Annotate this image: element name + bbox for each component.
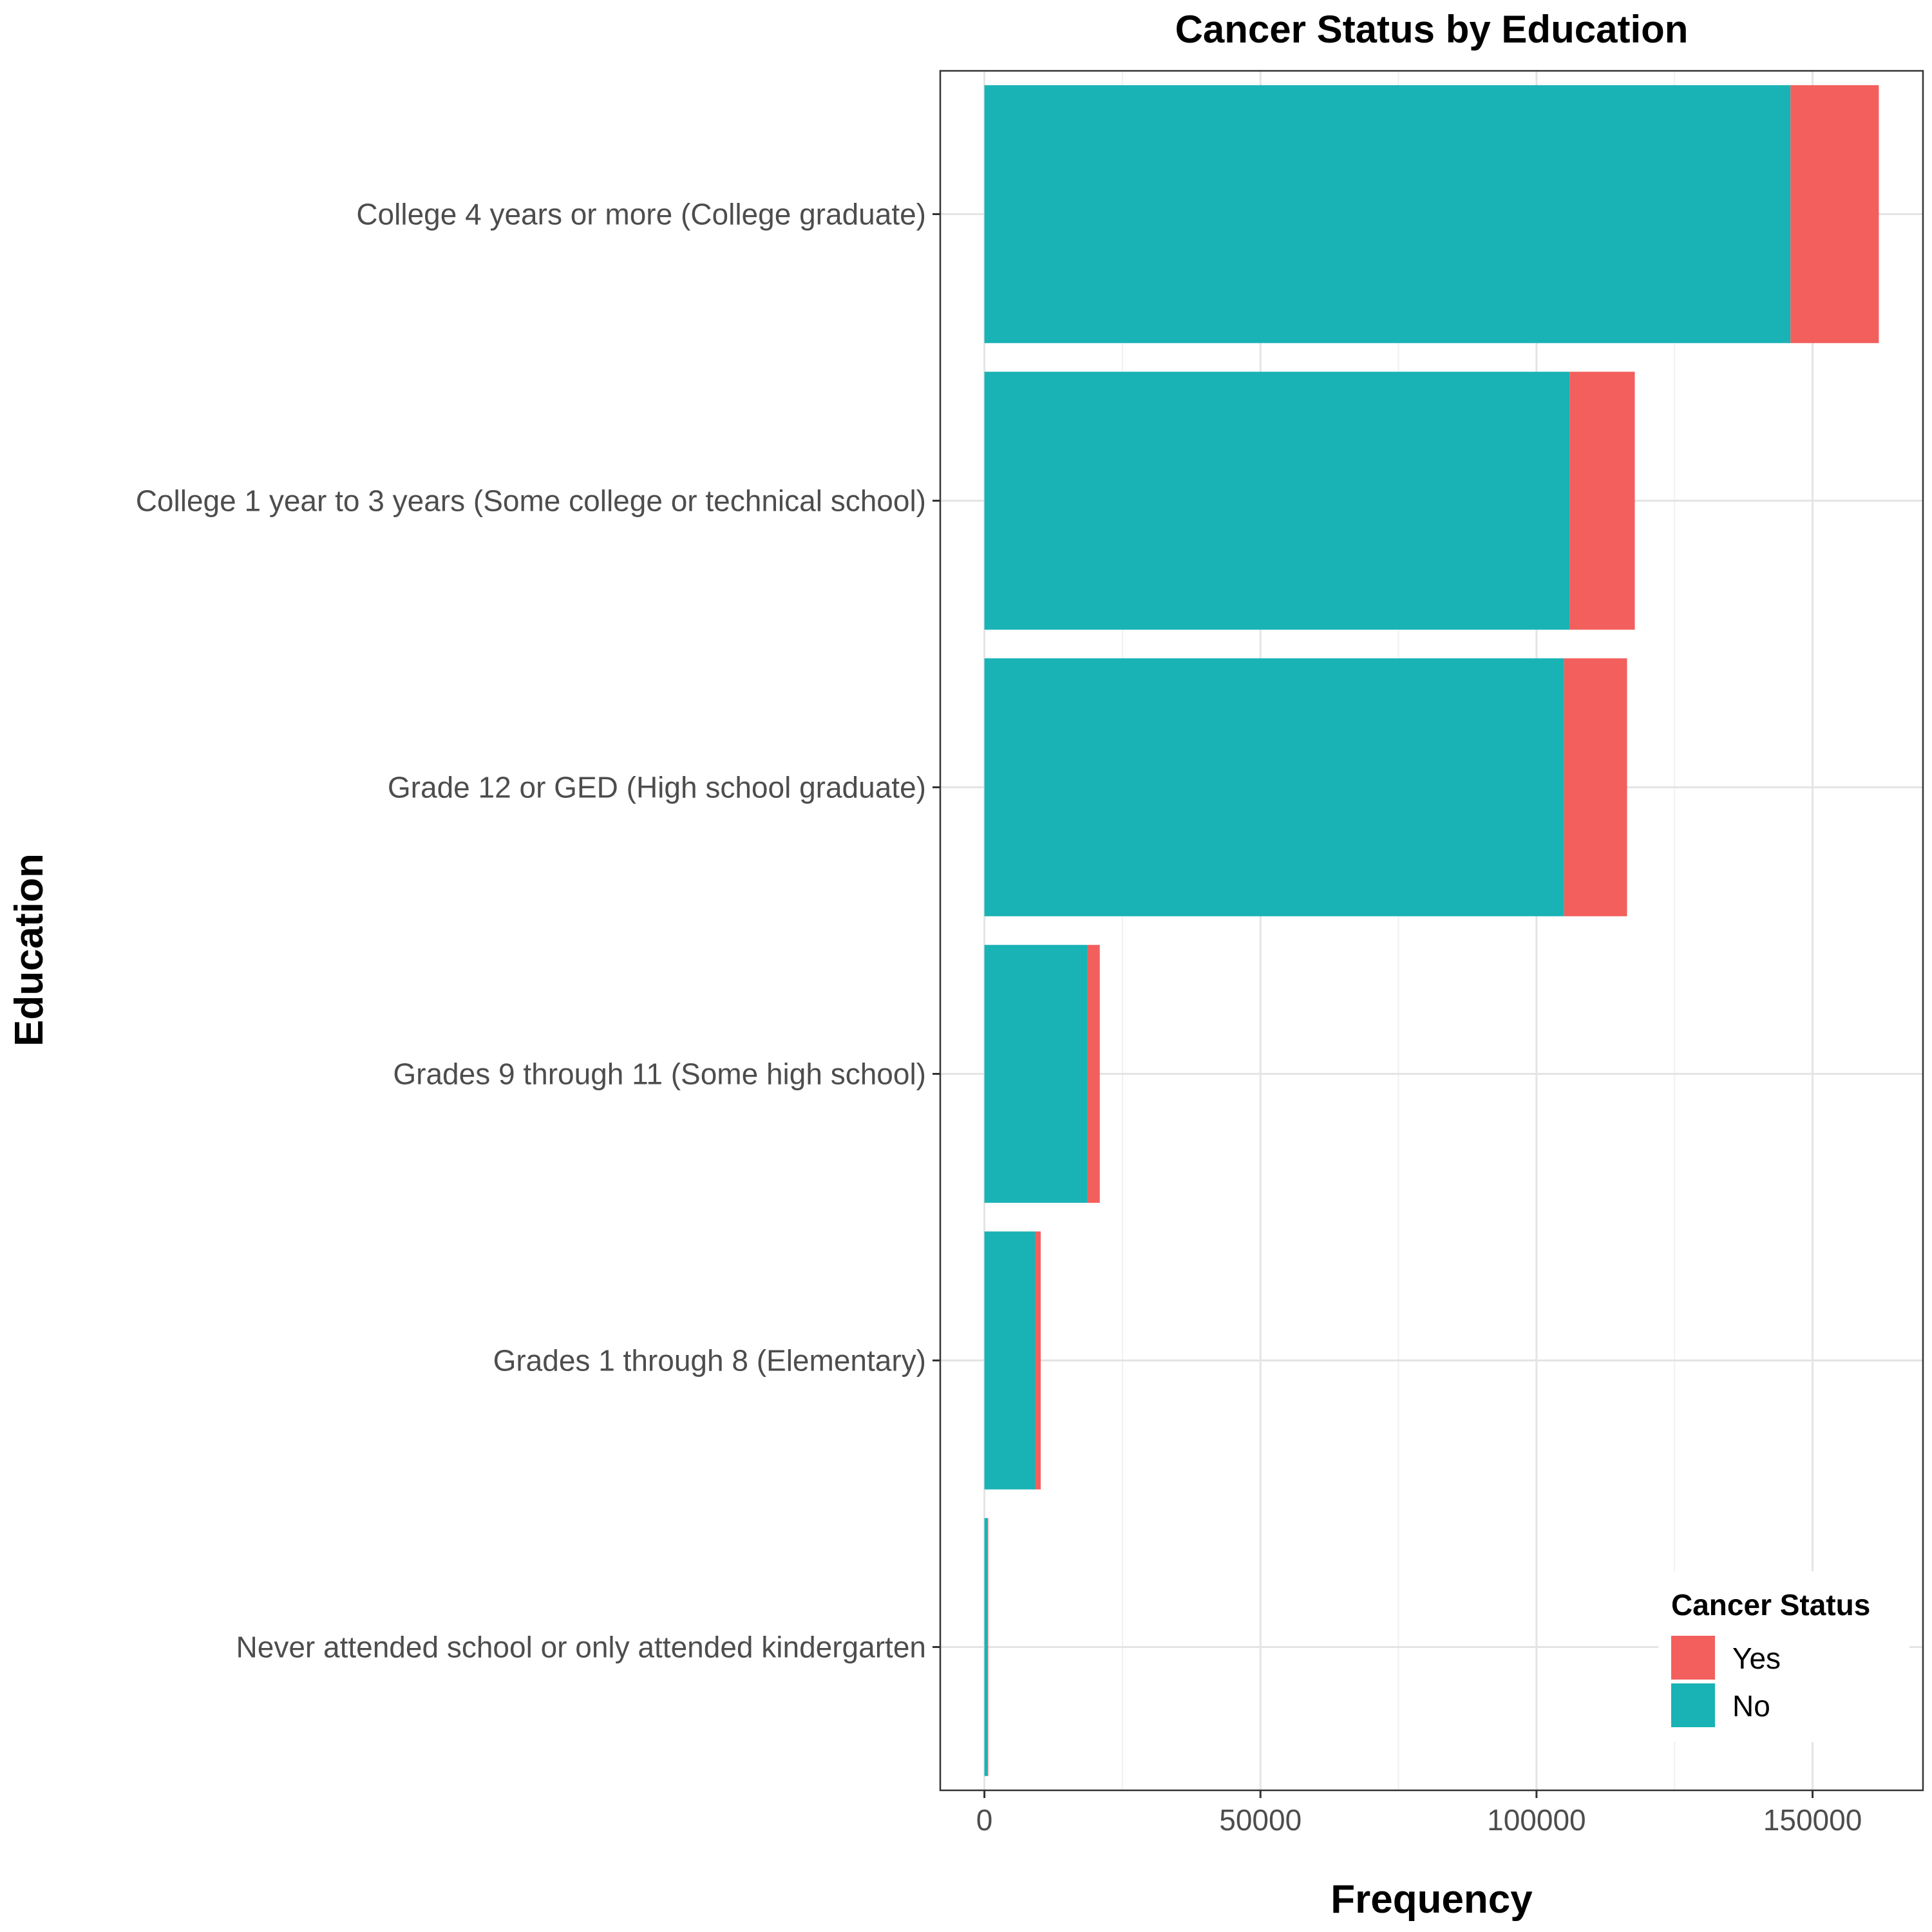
- y-tick-label: Grade 12 or GED (High school graduate): [388, 771, 926, 804]
- y-axis: College 4 years or more (College graduat…: [136, 198, 940, 1664]
- x-tick-label: 0: [976, 1803, 993, 1837]
- y-axis-title: Education: [7, 853, 52, 1046]
- bar-no: [984, 1231, 1036, 1490]
- x-tick-label: 50000: [1219, 1803, 1302, 1837]
- bar-no: [984, 372, 1570, 630]
- bar-yes: [1564, 658, 1627, 916]
- bar-yes: [987, 1518, 989, 1776]
- y-tick-label: Never attended school or only attended k…: [236, 1631, 926, 1664]
- bars: [984, 85, 1879, 1776]
- x-tick-label: 150000: [1763, 1803, 1862, 1837]
- y-tick-label: College 1 year to 3 years (Some college …: [136, 484, 926, 518]
- legend-label-no: No: [1732, 1689, 1770, 1723]
- chart-title: Cancer Status by Education: [1175, 8, 1689, 51]
- bar-yes: [1569, 372, 1635, 630]
- y-tick-label: College 4 years or more (College graduat…: [356, 198, 926, 231]
- bar-yes: [1087, 945, 1100, 1203]
- legend-label-yes: Yes: [1732, 1642, 1781, 1675]
- x-axis-title: Frequency: [1331, 1877, 1533, 1922]
- bar-yes: [1035, 1231, 1041, 1490]
- bar-no: [984, 85, 1791, 343]
- x-axis: 0 50000 100000 150000: [976, 1790, 1862, 1837]
- legend: Cancer Status Yes No: [1658, 1571, 1909, 1742]
- x-tick-label: 100000: [1487, 1803, 1586, 1837]
- legend-key-yes: [1671, 1636, 1715, 1680]
- legend-title: Cancer Status: [1671, 1588, 1870, 1622]
- y-tick-label: Grades 9 through 11 (Some high school): [393, 1057, 926, 1091]
- y-tick-label: Grades 1 through 8 (Elementary): [493, 1344, 926, 1378]
- plot-panel: [940, 71, 1923, 1790]
- bar-no: [984, 945, 1088, 1203]
- bar-no: [984, 658, 1564, 916]
- bar-yes: [1790, 85, 1879, 343]
- legend-key-no: [1671, 1683, 1715, 1727]
- plot-border: [939, 70, 1924, 1792]
- bar-no: [984, 1518, 988, 1776]
